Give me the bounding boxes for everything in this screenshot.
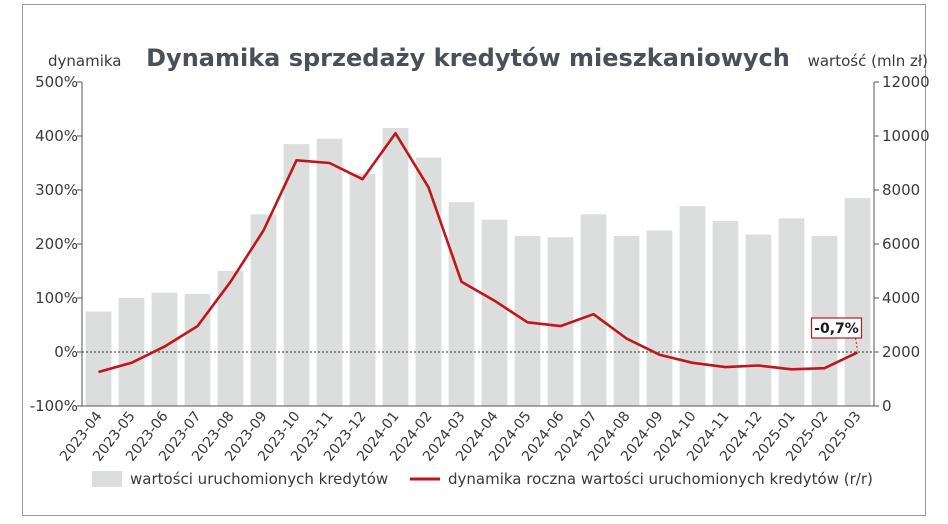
right-tick-label: 8000 [882,181,920,199]
bar-2024-07 [580,214,607,406]
left-tick-label: 100% [35,289,78,307]
right-tick-label: 0 [882,397,892,415]
bar-2024-11 [712,221,739,406]
bar-2025-03 [844,198,871,406]
right-tick-label: 10000 [882,127,930,145]
left-tick-label: 400% [35,127,78,145]
bar-2024-08 [613,235,640,406]
legend-line-label: dynamika roczna wartości uruchomionych k… [448,470,873,488]
bar-2023-06 [151,292,178,406]
bar-2024-12 [745,234,772,406]
bar-2024-09 [646,230,673,406]
legend-bar-label: wartości uruchomionych kredytów [130,470,388,488]
bar-2023-04 [85,311,112,406]
bar-2023-08 [217,271,244,406]
bar-2024-02 [415,157,442,406]
bar-2023-07 [184,293,211,406]
bar-2023-11 [316,138,343,406]
bar-2025-01 [778,218,805,406]
left-tick-label: 500% [35,73,78,91]
right-tick-label: 6000 [882,235,920,253]
left-tick-label: 300% [35,181,78,199]
left-tick-label: 200% [35,235,78,253]
right-tick-label: 2000 [882,343,920,361]
right-tick-label: 4000 [882,289,920,307]
bar-2023-10 [283,144,310,406]
legend-bar-swatch [92,471,122,487]
axes: -100% 0% 100% 200% 300% 400% 500% 0 2000 4000 6000… [30,73,930,415]
bar-series [85,127,871,407]
line-series [98,132,859,374]
bar-2023-09 [250,214,277,406]
bar-2024-01 [382,127,409,407]
x-tick-labels: 2023-042023-052023-062023-072023-082023-… [57,409,865,465]
bar-2024-03 [448,202,475,406]
right-axis-title: wartość (mln zł) [808,52,928,70]
left-tick-label: 0% [54,343,78,361]
left-tick-label: -100% [30,397,78,415]
bar-2023-12 [349,173,376,406]
legend: wartości uruchomionych kredytów dynamika … [92,470,873,488]
annotation-label: -0,7% [814,321,859,337]
left-axis-title: dynamika [48,52,122,70]
right-tick-label: 12000 [882,73,930,91]
bar-2024-10 [679,206,706,406]
bar-2024-04 [481,219,508,406]
growth-line [98,132,859,374]
chart-title: Dynamika sprzedaży kredytów mieszkaniowy… [146,44,790,72]
annotation-callout: -0,7% [810,317,863,351]
annotation-box [810,317,863,339]
